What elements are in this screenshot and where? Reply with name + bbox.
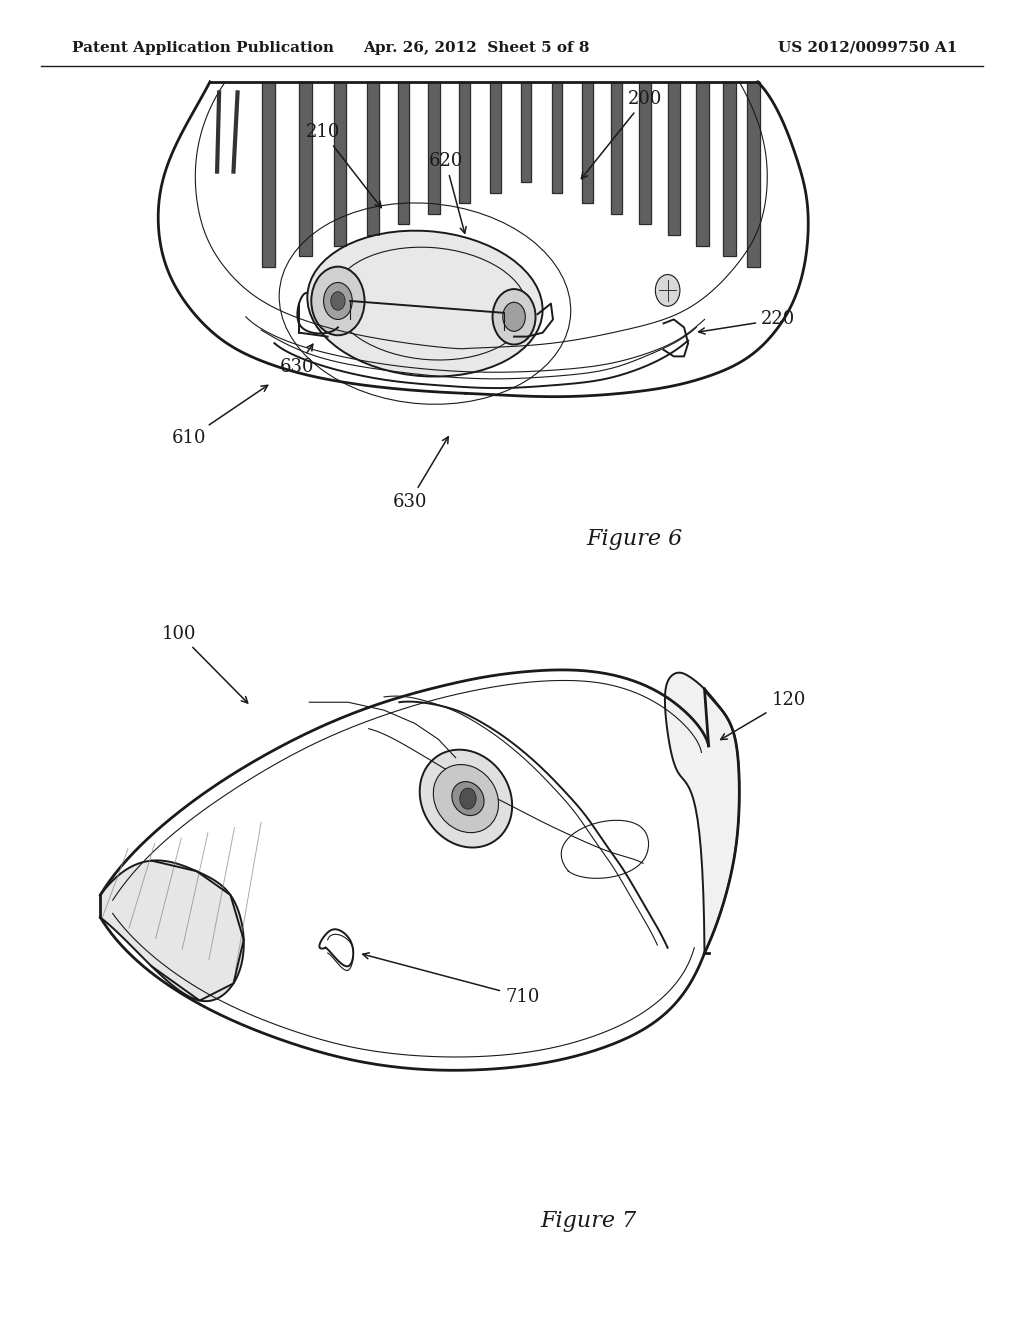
Circle shape bbox=[460, 788, 476, 809]
Circle shape bbox=[493, 289, 536, 345]
Text: 610: 610 bbox=[172, 385, 267, 447]
Text: US 2012/0099750 A1: US 2012/0099750 A1 bbox=[778, 41, 957, 54]
Polygon shape bbox=[552, 82, 562, 193]
Text: Apr. 26, 2012  Sheet 5 of 8: Apr. 26, 2012 Sheet 5 of 8 bbox=[362, 41, 590, 54]
Polygon shape bbox=[367, 82, 379, 235]
Polygon shape bbox=[299, 82, 311, 256]
Text: 120: 120 bbox=[721, 690, 806, 739]
Polygon shape bbox=[723, 82, 735, 256]
Ellipse shape bbox=[420, 750, 512, 847]
Circle shape bbox=[311, 267, 365, 335]
Polygon shape bbox=[610, 82, 623, 214]
Polygon shape bbox=[583, 82, 593, 203]
Ellipse shape bbox=[452, 781, 484, 816]
Circle shape bbox=[655, 275, 680, 306]
Polygon shape bbox=[460, 82, 470, 203]
Circle shape bbox=[503, 302, 525, 331]
Text: 630: 630 bbox=[392, 437, 449, 511]
Text: Patent Application Publication: Patent Application Publication bbox=[72, 41, 334, 54]
Polygon shape bbox=[100, 861, 244, 1001]
Polygon shape bbox=[748, 82, 760, 267]
Polygon shape bbox=[521, 82, 531, 182]
Polygon shape bbox=[639, 82, 651, 224]
Text: 630: 630 bbox=[280, 345, 314, 376]
Polygon shape bbox=[334, 82, 346, 246]
Circle shape bbox=[324, 282, 352, 319]
Ellipse shape bbox=[433, 764, 499, 833]
Text: 710: 710 bbox=[362, 953, 540, 1006]
Text: 220: 220 bbox=[698, 310, 796, 334]
Polygon shape bbox=[668, 82, 680, 235]
Text: 200: 200 bbox=[582, 90, 663, 178]
Polygon shape bbox=[428, 82, 440, 214]
Text: 210: 210 bbox=[305, 123, 381, 207]
Polygon shape bbox=[262, 82, 274, 267]
Text: 620: 620 bbox=[428, 152, 466, 234]
Circle shape bbox=[331, 292, 345, 310]
Text: Figure 6: Figure 6 bbox=[587, 528, 683, 549]
Polygon shape bbox=[397, 82, 410, 224]
Text: Figure 7: Figure 7 bbox=[541, 1210, 637, 1232]
Ellipse shape bbox=[307, 231, 543, 376]
Text: 100: 100 bbox=[162, 624, 248, 704]
Polygon shape bbox=[696, 82, 709, 246]
Polygon shape bbox=[665, 673, 739, 953]
Polygon shape bbox=[490, 82, 501, 193]
